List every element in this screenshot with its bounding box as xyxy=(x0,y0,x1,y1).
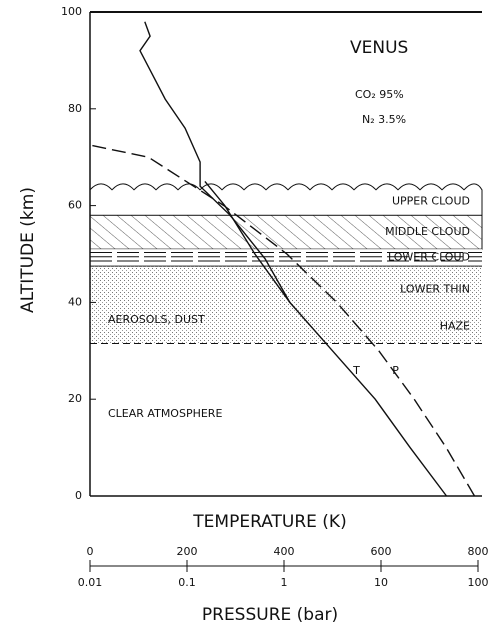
cloud-layer xyxy=(90,249,482,267)
series-line xyxy=(89,144,476,497)
series-line xyxy=(139,21,291,303)
x-tick-label: 400 xyxy=(274,545,295,558)
layer-label: MIDDLE CLOUD xyxy=(385,225,470,238)
series-label: P xyxy=(392,364,399,377)
layer-label: UPPER CLOUD xyxy=(392,195,470,208)
x2-axis-label: PRESSURE (bar) xyxy=(202,605,338,625)
x-tick-label: 0 xyxy=(87,545,94,558)
annotation: CO₂ 95% xyxy=(355,88,404,101)
y-tick-label: 60 xyxy=(68,199,82,212)
x2-tick-label: 1 xyxy=(281,576,288,589)
y-tick-label: 40 xyxy=(68,295,82,308)
x2-tick-label: 10 xyxy=(374,576,388,589)
y-tick-label: 100 xyxy=(61,5,82,18)
annotation: CLEAR ATMOSPHERE xyxy=(108,407,222,420)
y-axis-label: ALTITUDE (km) xyxy=(18,187,38,313)
x-tick-label: 800 xyxy=(468,545,489,558)
y-tick-label: 20 xyxy=(68,392,82,405)
chart-title: VENUS xyxy=(350,38,408,58)
layer-label: HAZE xyxy=(440,320,470,333)
layer-label: LOWER THIN xyxy=(400,282,470,295)
x2-tick-label: 100 xyxy=(468,576,489,589)
y-tick-label: 0 xyxy=(75,489,82,502)
cloud-layer xyxy=(89,183,483,216)
haze-layer xyxy=(90,266,482,344)
series-label: T xyxy=(352,364,360,377)
annotation: N₂ 3.5% xyxy=(362,113,406,126)
annotation: AEROSOLS, DUST xyxy=(108,313,205,326)
cloud-layer xyxy=(89,214,483,250)
x-tick-label: 200 xyxy=(177,545,198,558)
layer-label: LOWER CLOUD xyxy=(388,251,470,264)
y-tick-label: 80 xyxy=(68,102,82,115)
x2-tick-label: 0.01 xyxy=(78,576,103,589)
series-line xyxy=(204,180,448,497)
x2-tick-label: 0.1 xyxy=(178,576,196,589)
x-axis-label: TEMPERATURE (K) xyxy=(192,512,346,532)
x-tick-label: 600 xyxy=(371,545,392,558)
